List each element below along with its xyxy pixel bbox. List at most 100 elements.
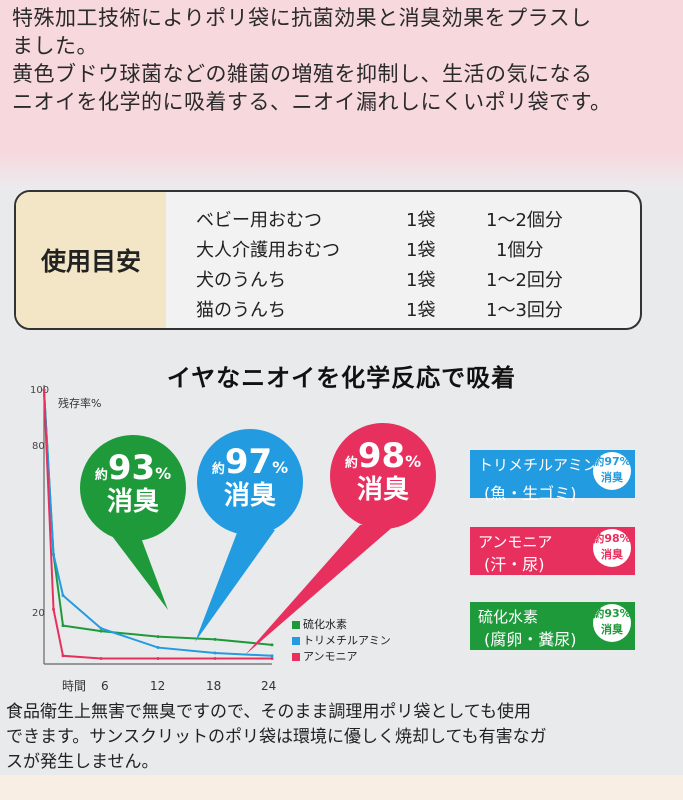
x-tick-label: 12	[150, 679, 165, 693]
tag-name: アンモニア	[478, 533, 553, 551]
legend-swatch	[292, 637, 300, 645]
bubble-prefix: 約	[94, 468, 108, 483]
series-point	[213, 637, 217, 641]
intro-line: 特殊加工技術によりポリ袋に抗菌効果と消臭効果をプラスし	[12, 6, 592, 30]
x-tick-label: 24	[261, 679, 276, 693]
tag-percent-label: 消臭	[601, 623, 623, 636]
bubble-label: 消臭	[223, 481, 276, 511]
bottom-strip	[0, 775, 683, 800]
footer-line: できます。サンスクリットのポリ袋は環境に優しく焼却しても有害なガ	[6, 727, 547, 747]
legend-swatch	[292, 653, 300, 661]
legend-item: 硫化水素	[292, 616, 347, 632]
series-point	[156, 657, 160, 661]
bubble-unit: %	[155, 464, 172, 483]
tag-name: 硫化水素	[478, 608, 539, 626]
tag-ammonia: アンモニア (汗・尿) 約98% 消臭	[470, 527, 635, 575]
series-point	[52, 607, 55, 611]
tag-name: トリメチルアミン	[478, 456, 598, 474]
tag-percent-label: 消臭	[601, 471, 623, 484]
x-tick-label: 6	[101, 679, 109, 693]
series-point	[99, 657, 103, 661]
tag-sub: (汗・尿)	[484, 555, 545, 574]
tag-percent: 約93%	[593, 607, 631, 620]
bubble-green-text: 約93% 消臭	[80, 448, 186, 516]
bubble-pink	[330, 423, 436, 529]
usage-bags: 1袋	[406, 240, 436, 261]
bubble-label: 消臭	[356, 475, 409, 505]
tag-trimethylamine: トリメチルアミン (魚・生ゴミ) 約97% 消臭	[470, 450, 635, 503]
legend-label: トリメチルアミン	[303, 634, 391, 647]
bubble-tail-blue	[195, 525, 275, 642]
series-point	[213, 651, 217, 655]
x-axis-label: 時間	[62, 679, 86, 693]
usage-bags: 1袋	[406, 210, 436, 231]
tag-percent-badge: 約97% 消臭	[593, 452, 631, 490]
bubble-unit: %	[405, 452, 422, 471]
series-point	[156, 635, 160, 639]
intro-line: ニオイを化学的に吸着する、ニオイ漏れしにくいポリ袋です。	[12, 90, 612, 114]
footer-line: 食品衛生上無害で無臭ですので、そのまま調理用ポリ袋としても使用	[6, 702, 531, 722]
usage-bags: 1袋	[406, 300, 436, 321]
usage-item: 猫のうんち	[196, 300, 286, 321]
y-tick-label: 80	[32, 441, 45, 452]
bubble-value: 98	[357, 436, 406, 476]
series-point	[52, 552, 55, 556]
series-point	[61, 624, 65, 628]
tag-percent-label: 消臭	[601, 548, 623, 561]
usage-item: 犬のうんち	[196, 270, 286, 291]
bubble-unit: %	[272, 458, 289, 477]
series-point	[156, 646, 160, 650]
bubble-value: 93	[107, 448, 156, 488]
footer-text: 食品衛生上無害で無臭ですので、そのまま調理用ポリ袋としても使用 できます。サンス…	[6, 700, 676, 775]
x-tick-label: 18	[206, 679, 221, 693]
bubble-prefix: 約	[344, 456, 358, 471]
bubble-green	[80, 435, 186, 541]
bubble-tail-green	[100, 520, 168, 610]
bubble-label: 消臭	[106, 487, 159, 517]
intro-line: ました。	[12, 34, 98, 58]
tag-sub: (腐卵・糞尿)	[484, 630, 577, 649]
series-point	[270, 643, 274, 647]
series-point	[42, 388, 46, 392]
usage-amount: 1個分	[496, 240, 544, 261]
series-point	[61, 594, 65, 597]
series-point	[99, 629, 103, 633]
tag-sub: (魚・生ゴミ)	[484, 484, 577, 503]
series-point	[270, 654, 274, 658]
legend-label: 硫化水素	[303, 618, 347, 631]
top-banner	[0, 0, 683, 176]
usage-guide-box: 使用目安 ベビー用おむつ 1袋 1〜2個分 大人介護用おむつ 1袋 1個分 犬の…	[14, 190, 642, 330]
series-point	[61, 654, 65, 658]
usage-amount: 1〜2回分	[486, 270, 563, 291]
usage-item: ベビー用おむつ	[196, 210, 322, 231]
bubble-pink-text: 約98% 消臭	[330, 436, 436, 504]
intro-text: 特殊加工技術によりポリ袋に抗菌効果と消臭効果をプラスし ました。 黄色ブドウ球菌…	[12, 4, 672, 116]
bubble-tail-pink	[245, 525, 395, 655]
series-point	[99, 626, 103, 630]
bubble-blue	[197, 429, 303, 535]
usage-amount: 1〜2個分	[486, 210, 563, 231]
y-tick-label: 100	[30, 385, 49, 396]
usage-item: 大人介護用おむつ	[196, 240, 340, 261]
tag-percent-badge: 約93% 消臭	[593, 604, 631, 642]
usage-amount: 1〜3回分	[486, 300, 563, 321]
intro-line: 黄色ブドウ球菌などの雑菌の増殖を抑制し、生活の気になる	[12, 62, 593, 86]
tag-hydrogen-sulfide: 硫化水素 (腐卵・糞尿) 約93% 消臭	[470, 602, 635, 650]
footer-line: スが発生しません。	[6, 752, 159, 772]
bubble-blue-text: 約97% 消臭	[197, 442, 303, 510]
bubble-value: 97	[224, 442, 273, 482]
usage-bags: 1袋	[406, 270, 436, 291]
banner-fade	[0, 150, 683, 190]
y-tick-label: 20	[32, 608, 45, 619]
legend-swatch	[292, 621, 300, 629]
series-point	[213, 657, 217, 661]
tag-percent: 約98%	[593, 532, 631, 545]
tag-percent: 約97%	[593, 455, 631, 468]
tag-percent-badge: 約98% 消臭	[593, 529, 631, 567]
legend-item: トリメチルアミン	[292, 632, 391, 648]
legend-label: アンモニア	[303, 650, 358, 663]
y-axis-label: 残存率%	[58, 396, 101, 410]
legend-item: アンモニア	[292, 648, 358, 664]
section-title: イヤなニオイを化学反応で吸着	[166, 364, 517, 392]
